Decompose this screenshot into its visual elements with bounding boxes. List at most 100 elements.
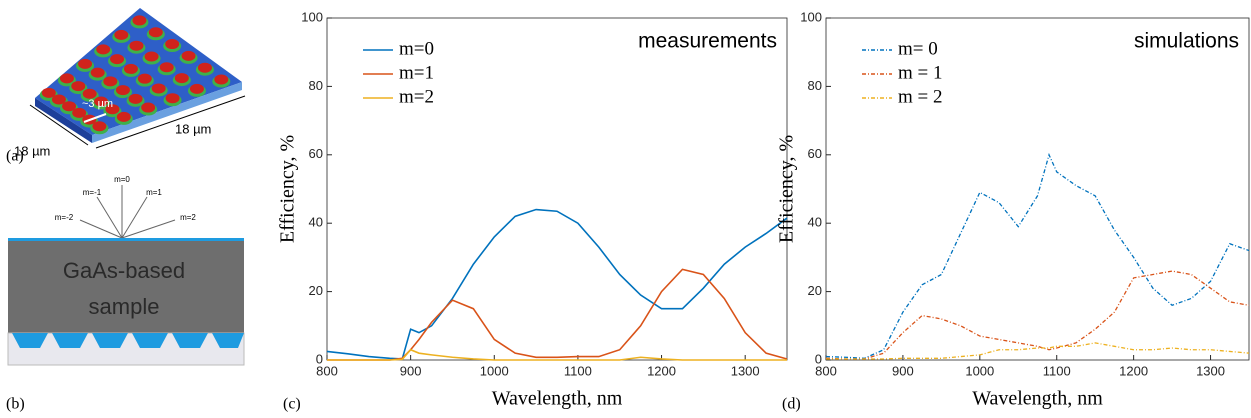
y-tick-label: 0 bbox=[316, 351, 323, 366]
plot-frame bbox=[825, 17, 1250, 361]
x-tick-label: 1000 bbox=[480, 363, 509, 378]
x-tick-label: 1300 bbox=[731, 363, 760, 378]
panel-label: (d) bbox=[782, 396, 801, 413]
bump bbox=[94, 96, 109, 107]
sample-label: GaAs-based bbox=[63, 258, 185, 283]
x-tick-label: 1000 bbox=[965, 363, 994, 378]
x-tick-label: 1300 bbox=[1196, 363, 1225, 378]
panel-label: (b) bbox=[6, 396, 25, 413]
bump bbox=[165, 39, 180, 50]
bump bbox=[41, 87, 56, 98]
pitch-label: ~3 µm bbox=[82, 98, 113, 110]
y-tick-label: 60 bbox=[309, 146, 323, 161]
bump bbox=[197, 62, 212, 73]
y-tick-label: 0 bbox=[815, 351, 822, 366]
legend-label: m = 1 bbox=[898, 62, 943, 83]
bump bbox=[51, 94, 66, 105]
pitch-line bbox=[83, 113, 107, 123]
diagram: 18 µm 18 µm ~3 µm (a) m=0 m=-1 m=1 m=-2 … bbox=[6, 8, 246, 413]
bump bbox=[82, 88, 97, 99]
x-tick-label: 1200 bbox=[1119, 363, 1148, 378]
bump bbox=[90, 67, 105, 78]
bump bbox=[115, 85, 130, 96]
x-tick-label: 1100 bbox=[564, 363, 592, 378]
order-label: m=-2 bbox=[55, 213, 74, 222]
series-line bbox=[327, 268, 788, 361]
bump bbox=[144, 51, 159, 62]
x-tick-label: 900 bbox=[892, 363, 914, 378]
legend-label: m= 0 bbox=[898, 38, 938, 59]
dim-label: 18 µm bbox=[14, 143, 50, 158]
legend-label: m=1 bbox=[399, 62, 434, 83]
bump bbox=[189, 83, 204, 94]
surface-side bbox=[92, 82, 242, 143]
y-tick-label: 40 bbox=[309, 215, 323, 230]
x-tick-label: 1100 bbox=[1043, 363, 1071, 378]
bump bbox=[71, 81, 86, 92]
order-arrows bbox=[79, 185, 176, 239]
bump bbox=[132, 15, 147, 26]
bump bbox=[103, 76, 118, 87]
series-line bbox=[825, 270, 1250, 360]
bump bbox=[96, 44, 111, 55]
grating bbox=[12, 333, 244, 348]
bump bbox=[110, 54, 125, 65]
bump bbox=[114, 29, 129, 40]
bump bbox=[137, 73, 152, 84]
order-label: m=-1 bbox=[83, 188, 102, 197]
dim-line bbox=[29, 104, 89, 146]
dim-label: 18 µm bbox=[175, 121, 211, 136]
sample bbox=[8, 240, 244, 333]
series-line bbox=[326, 208, 788, 360]
order-label: m=2 bbox=[180, 213, 196, 222]
y-tick-label: 80 bbox=[808, 78, 822, 93]
bump bbox=[116, 111, 131, 122]
x-axis-label: Wavelength, nm bbox=[972, 388, 1103, 410]
series-line bbox=[327, 348, 787, 361]
y-axis-label: Efficiency, % bbox=[776, 135, 798, 243]
y-tick-label: 20 bbox=[309, 283, 323, 298]
order-label: m=0 bbox=[114, 175, 130, 184]
bump bbox=[92, 121, 107, 132]
bump bbox=[128, 93, 143, 104]
annotation: simulations bbox=[1134, 30, 1239, 53]
bump bbox=[62, 101, 77, 112]
y-tick-label: 20 bbox=[808, 283, 822, 298]
bump bbox=[59, 73, 74, 84]
panel-label: (a) bbox=[6, 148, 24, 165]
bump bbox=[165, 93, 180, 104]
x-tick-label: 800 bbox=[815, 363, 837, 378]
bump bbox=[129, 40, 144, 51]
bump bbox=[78, 58, 93, 69]
bump bbox=[181, 50, 196, 61]
order-label: m=1 bbox=[146, 188, 162, 197]
y-tick-label: 100 bbox=[301, 9, 323, 24]
series-line bbox=[825, 152, 1250, 359]
plot-frame bbox=[326, 17, 788, 361]
bump bbox=[148, 27, 163, 38]
bump bbox=[151, 83, 166, 94]
y-tick-label: 40 bbox=[808, 215, 822, 230]
bump bbox=[72, 107, 87, 118]
annotation: measurements bbox=[638, 30, 777, 53]
bump bbox=[123, 63, 138, 74]
bump bbox=[214, 74, 229, 85]
dim-line bbox=[95, 95, 246, 149]
y-tick-label: 80 bbox=[309, 78, 323, 93]
surface-side bbox=[35, 98, 92, 143]
x-axis-label: Wavelength, nm bbox=[492, 388, 623, 410]
bumps bbox=[39, 15, 231, 135]
sample-top bbox=[8, 238, 244, 241]
y-tick-label: 100 bbox=[800, 9, 822, 24]
bump bbox=[141, 102, 156, 113]
bump bbox=[105, 104, 120, 115]
x-tick-label: 900 bbox=[400, 363, 422, 378]
legend-label: m = 2 bbox=[898, 86, 943, 107]
y-tick-label: 60 bbox=[808, 146, 822, 161]
panel-label: (c) bbox=[283, 396, 301, 413]
x-tick-label: 800 bbox=[316, 363, 338, 378]
legend-label: m=0 bbox=[399, 38, 434, 59]
legend-label: m=2 bbox=[399, 86, 434, 107]
sample-label: sample bbox=[89, 294, 160, 319]
